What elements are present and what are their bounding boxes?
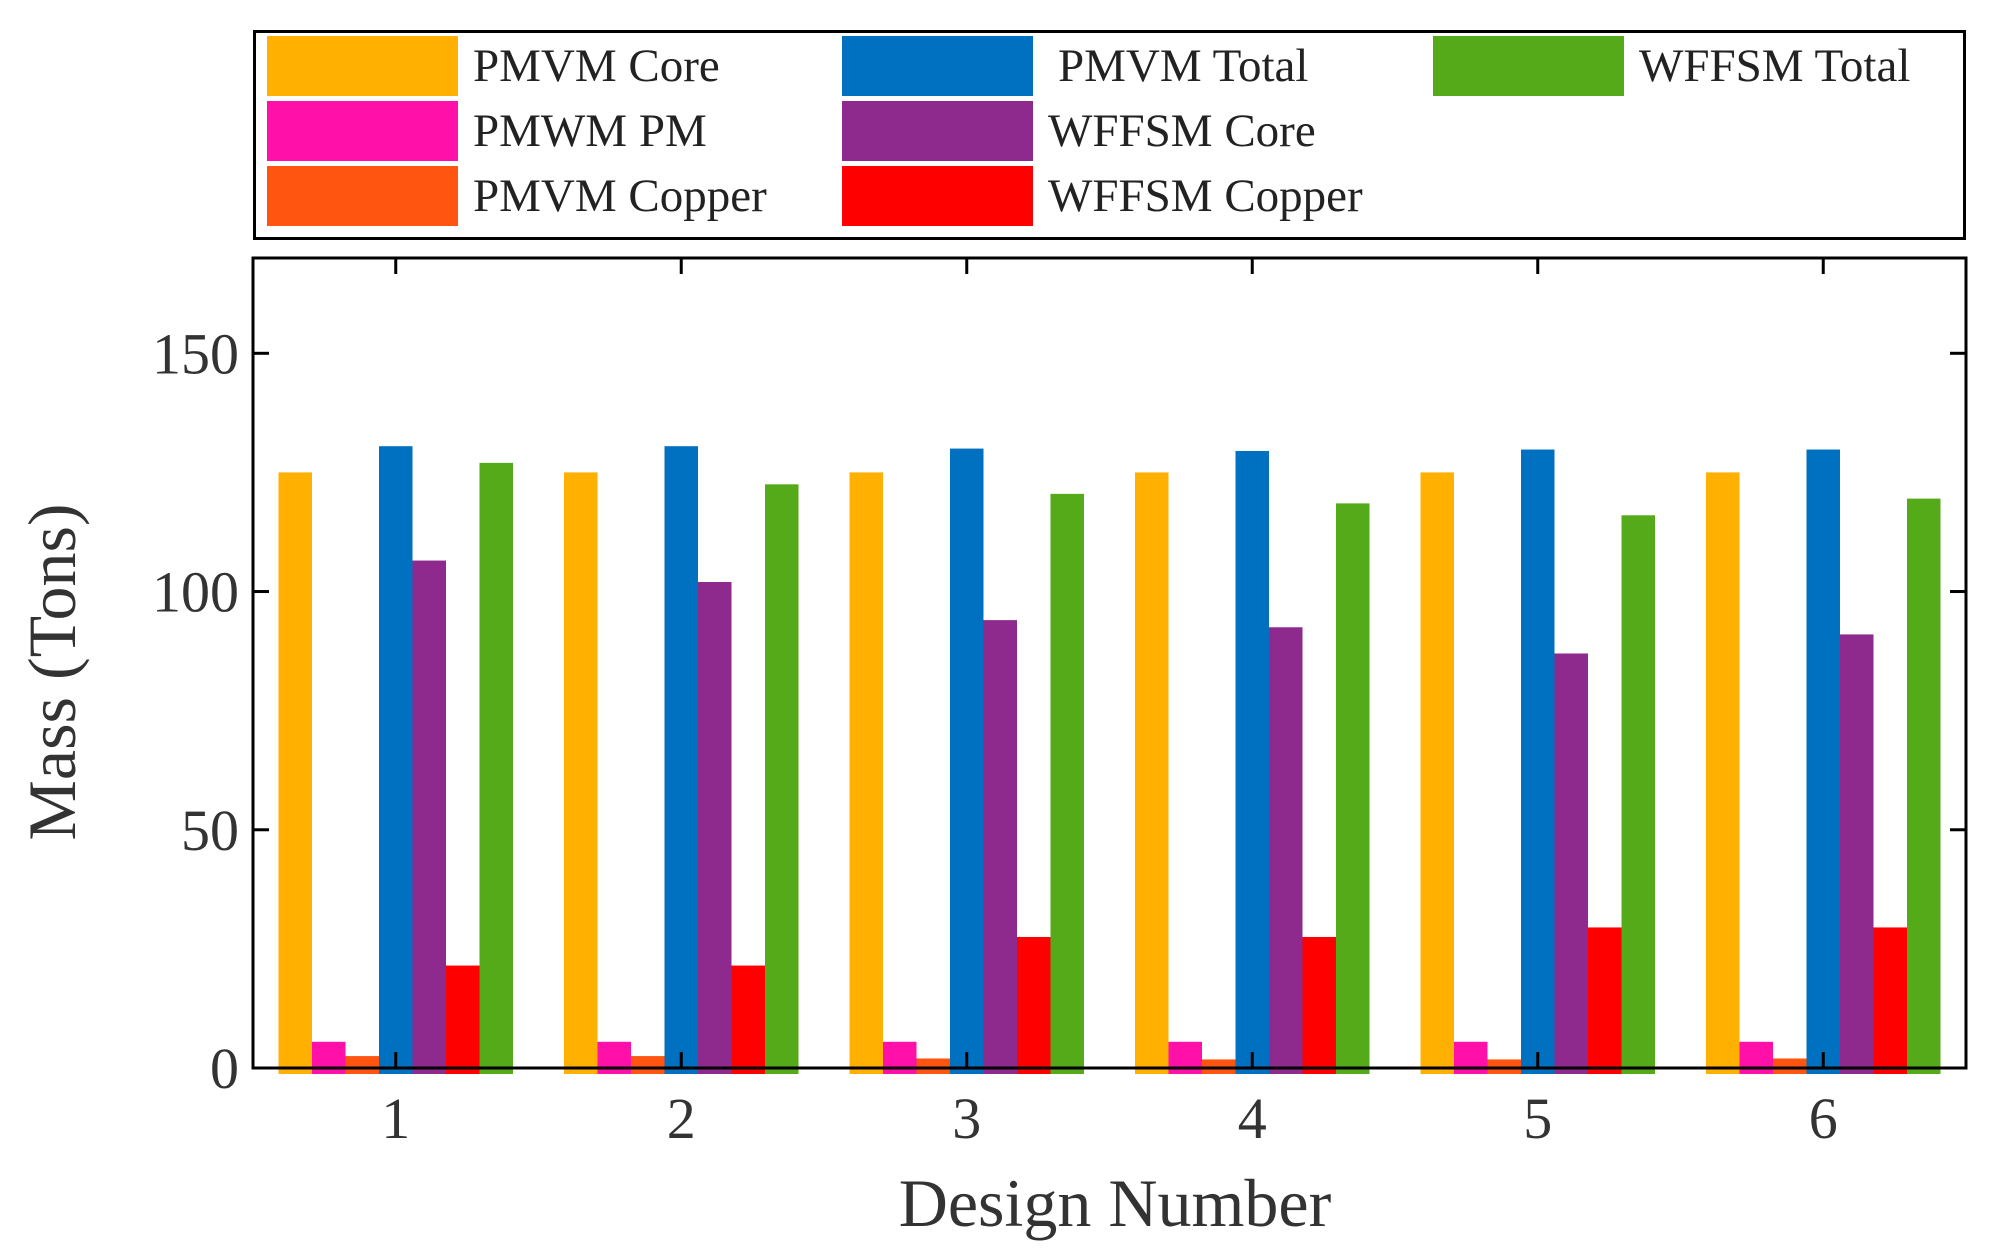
- bar-wffsm-total-design-3: [1050, 493, 1084, 1075]
- legend-swatch-pmvm-total: [842, 36, 1033, 96]
- x-tick-label-4: 4: [1238, 1086, 1267, 1151]
- x-axis-title: Design Number: [899, 1165, 1332, 1241]
- bar-pmvm-total-design-6: [1806, 449, 1840, 1075]
- bar-pmvm-core-design-5: [1420, 472, 1454, 1075]
- y-tick-label-100: 100: [152, 560, 239, 625]
- bars-layer: [278, 446, 1941, 1075]
- bar-pmvm-total-design-4: [1235, 450, 1269, 1074]
- bar-wffsm-copper-design-4: [1302, 936, 1336, 1074]
- bar-wffsm-copper-design-6: [1873, 927, 1907, 1074]
- bar-pmvm-total-design-2: [664, 446, 698, 1074]
- bar-pmvm-total-design-3: [950, 448, 984, 1074]
- legend: PMVM Core PMVM Total WFFSM Total PMWM PM…: [253, 30, 1966, 240]
- legend-swatch-wffsm-copper: [842, 166, 1033, 226]
- bar-wffsm-core-design-3: [983, 620, 1017, 1074]
- legend-label-pmvm-total: PMVM Total: [1058, 40, 1309, 92]
- bar-pmvm-core-design-1: [278, 472, 312, 1075]
- bar-wffsm-core-design-4: [1269, 627, 1303, 1074]
- bar-pmvm-core-design-2: [564, 472, 598, 1075]
- legend-label-pmvm-core: PMVM Core: [473, 40, 720, 92]
- bar-pmvm-core-design-3: [849, 472, 883, 1075]
- bar-pmvm-total-design-1: [379, 446, 413, 1074]
- legend-label-wffsm-total: WFFSM Total: [1639, 40, 1911, 92]
- bar-wffsm-copper-design-3: [1017, 936, 1051, 1074]
- y-axis-title: Mass (Tons): [14, 503, 90, 840]
- bar-wffsm-total-design-2: [765, 484, 799, 1075]
- bar-pmvm-total-design-5: [1521, 449, 1555, 1075]
- y-tick-label-0: 0: [210, 1036, 239, 1101]
- bar-pmvm-copper-design-6: [1773, 1058, 1807, 1074]
- x-tick-label-6: 6: [1809, 1086, 1838, 1151]
- legend-swatch-pmvm-core: [267, 36, 458, 96]
- legend-label-pmwm-pm: PMWM PM: [473, 105, 707, 157]
- bar-wffsm-copper-design-1: [446, 965, 480, 1074]
- x-tick-label-3: 3: [952, 1086, 981, 1151]
- bar-wffsm-core-design-2: [698, 582, 732, 1074]
- bar-wffsm-total-design-4: [1336, 503, 1370, 1075]
- bar-wffsm-core-design-6: [1840, 634, 1874, 1074]
- bar-pmvm-core-design-4: [1135, 472, 1169, 1075]
- legend-label-pmvm-copper: PMVM Copper: [473, 170, 767, 222]
- legend-swatch-wffsm-total: [1433, 36, 1624, 96]
- legend-swatch-pmvm-copper: [267, 166, 458, 226]
- bar-pmvm-core-design-6: [1706, 472, 1740, 1075]
- bar-pmvm-copper-design-3: [916, 1058, 950, 1074]
- bar-wffsm-total-design-6: [1907, 498, 1941, 1074]
- y-tick-label-150: 150: [152, 321, 239, 386]
- legend-label-wffsm-core: WFFSM Core: [1048, 105, 1316, 157]
- bar-wffsm-copper-design-5: [1588, 927, 1622, 1074]
- bar-wffsm-total-design-5: [1621, 515, 1655, 1074]
- ticks-layer: [253, 258, 1966, 1070]
- bar-wffsm-core-design-5: [1554, 653, 1588, 1074]
- legend-label-wffsm-copper: WFFSM Copper: [1048, 170, 1363, 222]
- bar-wffsm-copper-design-2: [731, 965, 765, 1074]
- x-tick-label-2: 2: [667, 1086, 696, 1151]
- bar-pmvm-copper-design-2: [631, 1056, 665, 1074]
- legend-swatch-pmwm-pm: [267, 101, 458, 161]
- bar-pmvm-copper-design-1: [345, 1056, 379, 1074]
- y-tick-label-50: 50: [181, 798, 239, 863]
- bar-wffsm-core-design-1: [412, 560, 446, 1074]
- x-tick-label-5: 5: [1523, 1086, 1552, 1151]
- x-tick-label-1: 1: [381, 1086, 410, 1151]
- bar-wffsm-total-design-1: [479, 462, 513, 1075]
- tick-labels-layer: 0 50 100 150 1 2 3 4 5 6: [152, 321, 1838, 1151]
- legend-swatch-wffsm-core: [842, 101, 1033, 161]
